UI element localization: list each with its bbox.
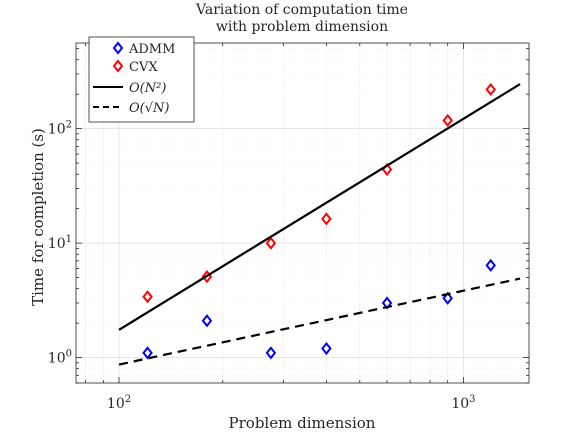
y-tick-label: 102 (48, 120, 72, 138)
legend-label-cvx: CVX (129, 60, 158, 75)
legend-label-admm: ADMM (128, 42, 175, 57)
legend-label-sqrt-n: O(√N) (129, 101, 169, 116)
data-point-cvx (321, 212, 332, 226)
series-line-3 (118, 277, 521, 366)
y-tick-label: 101 (48, 234, 72, 252)
legend-entry-n-squared: O(N²) (93, 81, 166, 96)
legend-label-n-squared: O(N²) (129, 81, 166, 96)
data-point-admm (265, 346, 277, 360)
y-axis-label: Time for completion (s) (29, 128, 47, 306)
legend-entry-admm: ADMM (112, 41, 175, 57)
chart-title-line-1: Variation of computation time (195, 2, 408, 18)
data-point-admm (442, 291, 453, 305)
data-point-admm (321, 341, 332, 356)
axis-ticks: 102 103 100 101 102 (48, 43, 529, 412)
legend-marker-admm (112, 41, 124, 55)
legend-entry-sqrt-n: O(√N) (93, 101, 169, 116)
legend: ADMM CVX O(N²) O(√N) (88, 36, 195, 123)
series-line-2 (118, 83, 521, 331)
y-tick-label: 100 (48, 349, 72, 367)
chart-title-line-2: with problem dimension (216, 19, 388, 35)
data-point-cvx (442, 113, 453, 128)
data-point-cvx (142, 290, 153, 304)
data-point-admm (142, 346, 153, 360)
data-point-cvx (265, 236, 277, 250)
plot-area (75, 42, 530, 384)
data-point-admm (485, 258, 496, 272)
data-point-admm (201, 314, 213, 328)
x-tick-label: 103 (451, 394, 475, 412)
data-point-cvx (485, 82, 496, 97)
legend-entry-cvx: CVX (112, 59, 158, 75)
series-layer (118, 82, 521, 366)
legend-marker-cvx (112, 59, 124, 73)
x-tick-label: 102 (107, 394, 131, 412)
x-axis-label: Problem dimension (229, 414, 376, 432)
